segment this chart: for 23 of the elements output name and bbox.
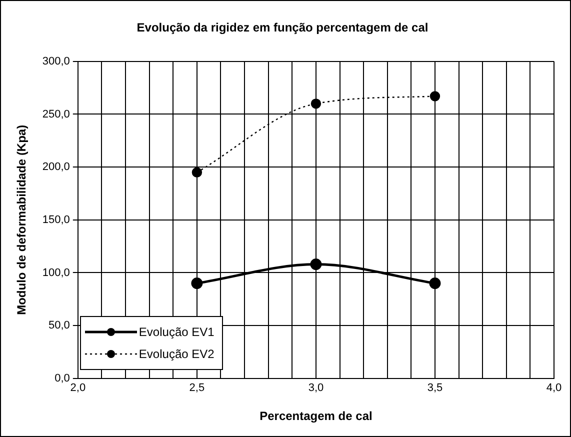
legend-label: Evolução EV1 [138, 325, 214, 340]
y-tick-label: 250,0 [42, 108, 70, 120]
point [310, 258, 322, 270]
x-tick-label: 2,5 [189, 382, 205, 394]
y-tick-label: 300,0 [42, 55, 70, 68]
x-tick-label: 3,0 [308, 382, 324, 394]
chart-title: Evolução da rigidez em função percentagem de cal [136, 20, 428, 35]
y-axis-title: Modulo de deformabilidade (Kpa) [14, 124, 29, 315]
y-tick-label: 150,0 [42, 214, 70, 226]
point [191, 278, 203, 290]
x-tick-label: 4,0 [546, 382, 562, 394]
x-tick-label: 3,5 [427, 382, 443, 394]
point [192, 167, 202, 178]
point [429, 278, 441, 290]
y-tick-label: 50,0 [48, 320, 70, 332]
x-tick-label: 2,0 [70, 382, 86, 394]
point [430, 91, 440, 102]
y-tick-label: 100,0 [42, 266, 70, 279]
y-tick-label: 200,0 [42, 161, 70, 174]
x-axis-title: Percentagem de cal [260, 409, 372, 424]
point [310, 98, 322, 109]
y-tick-label: 0,0 [54, 372, 70, 384]
legend-label: Evolução EV2 [138, 347, 214, 362]
